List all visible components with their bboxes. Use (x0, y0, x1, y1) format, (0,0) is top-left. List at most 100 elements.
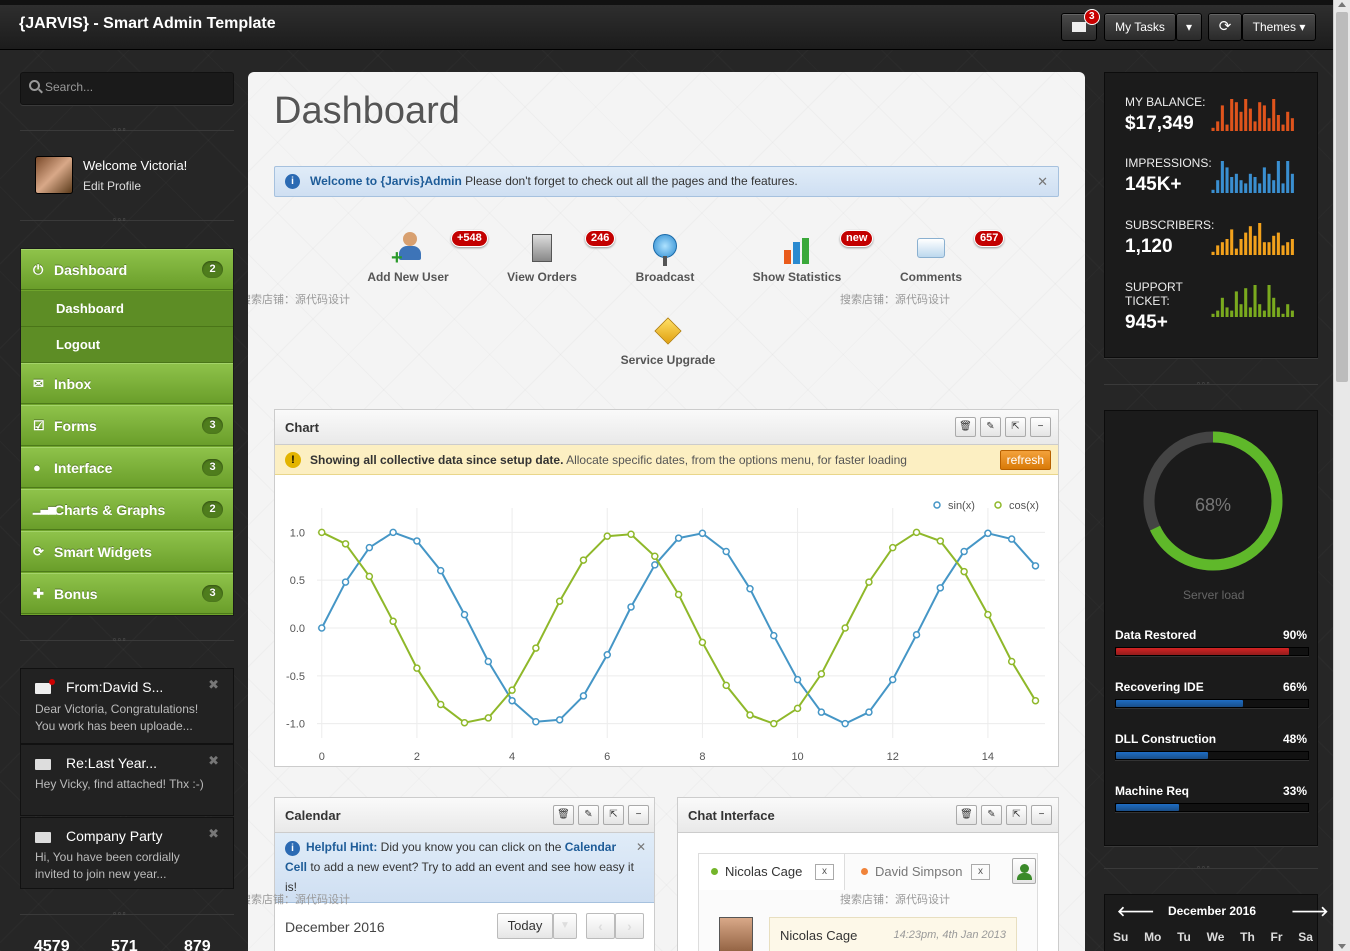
message-subject: Company Party (66, 828, 163, 844)
spark-bar (1276, 307, 1280, 317)
delete-icon[interactable]: 🗑 (955, 417, 976, 437)
weekday: Sa (1298, 930, 1313, 944)
close-icon[interactable]: ✖ (208, 753, 219, 768)
sparkline-impressions (1211, 161, 1294, 193)
sidebar-item-dashboard[interactable]: ⏻ Dashboard 2 (21, 249, 233, 290)
scroll-down-icon[interactable] (1338, 944, 1346, 949)
sidebar-item-charts[interactable]: ▁▃▅ Charts & Graphs 2 (21, 489, 233, 530)
welcome-alert: i Welcome to {Jarvis}Admin Please don't … (274, 166, 1059, 197)
cos-point (746, 711, 754, 719)
sin-point (318, 624, 326, 632)
sparkline-support (1211, 285, 1294, 317)
my-tasks-button[interactable]: My Tasks (1104, 13, 1176, 41)
collapse-icon[interactable]: − (1030, 417, 1051, 437)
arrow-right-icon[interactable]: 🡒 (1291, 903, 1329, 919)
spark-bar (1290, 118, 1294, 131)
subnav-dashboard[interactable]: Dashboard (21, 291, 233, 327)
alert-strong: Welcome to {Jarvis}Admin (310, 174, 462, 188)
spark-bar (1230, 229, 1234, 255)
progress-label: Data Restored (1115, 628, 1197, 642)
sidebar-nav: ⏻ Dashboard 2 Dashboard Logout ✉ Inbox ☑… (20, 248, 234, 616)
sparkline-subscribers (1211, 223, 1294, 255)
shortcut-add-new-user[interactable]: + +548 Add New User (353, 230, 488, 284)
fullscreen-icon[interactable]: ⇱ (1006, 805, 1027, 825)
search-box[interactable] (20, 72, 234, 105)
user-icon (1020, 864, 1029, 873)
x-tick-label: 2 (414, 751, 420, 763)
search-input[interactable] (45, 80, 225, 94)
page-title: Dashboard (274, 90, 460, 132)
tasks-dropdown-button[interactable]: ▾ (1176, 13, 1202, 41)
sin-point (770, 631, 778, 640)
close-icon[interactable]: x (971, 864, 990, 880)
caret-down-icon[interactable]: ▼ (553, 913, 577, 939)
welcome-text: Welcome Victoria! (83, 158, 188, 173)
stat-value: 145K+ (1125, 174, 1182, 195)
sin-point (555, 716, 564, 724)
spark-bar (1267, 242, 1271, 255)
cos-point (341, 540, 350, 548)
collapse-icon[interactable]: − (628, 805, 649, 825)
edit-profile-link[interactable]: Edit Profile (83, 179, 142, 193)
close-icon[interactable]: ✕ (635, 840, 646, 854)
sidebar-item-interface[interactable]: ● Interface 3 (21, 447, 233, 488)
chat-tab-david[interactable]: David Simpson x (849, 854, 999, 890)
add-user-button[interactable] (1012, 858, 1036, 884)
message-item[interactable]: Company Party Hi, You have been cordiall… (20, 817, 234, 889)
fullscreen-icon[interactable]: ⇱ (1005, 417, 1026, 437)
shortcut-service-upgrade[interactable]: Service Upgrade (613, 315, 723, 367)
delete-icon[interactable]: 🗑 (553, 805, 574, 825)
x-tick-label: 12 (887, 751, 899, 763)
today-button[interactable]: Today (497, 913, 553, 939)
legend-marker (994, 501, 1002, 509)
message-item[interactable]: From:David S... Dear Victoria, Congratul… (20, 668, 234, 744)
cos-point (793, 704, 802, 713)
refresh-button[interactable]: refresh (999, 450, 1051, 470)
sidebar-item-smart-widgets[interactable]: ⟳ Smart Widgets (21, 531, 233, 572)
arrow-left-icon[interactable]: 🡐 (1117, 903, 1155, 919)
chart-grid (317, 508, 1045, 738)
sidebar-item-inbox[interactable]: ✉ Inbox (21, 363, 233, 404)
sidebar-item-forms[interactable]: ☑ Forms 3 (21, 405, 233, 446)
edit-icon[interactable]: ✎ (578, 805, 599, 825)
sin-point (746, 585, 754, 593)
mail-button[interactable]: 3 (1061, 9, 1100, 41)
shortcut-badge: new (840, 230, 874, 247)
chat-tab-nicolas[interactable]: Nicolas Cage x (699, 854, 845, 890)
progress-bar (1115, 647, 1309, 656)
scroll-up-icon[interactable] (1338, 2, 1346, 7)
fullscreen-icon[interactable]: ⇱ (603, 805, 624, 825)
scrollbar-thumb[interactable] (1336, 12, 1348, 382)
shortcut-show-statistics[interactable]: new Show Statistics (742, 230, 874, 284)
message-item[interactable]: Re:Last Year... Hey Vicky, find attached… (20, 744, 234, 816)
hint-alert: i Helpful Hint: Did you know you can clic… (275, 833, 654, 903)
shortcut-broadcast[interactable]: Broadcast (610, 232, 720, 284)
sin-point (984, 529, 992, 538)
close-icon[interactable]: ✕ (1037, 174, 1048, 189)
nav-count-badge: 3 (202, 459, 223, 476)
chevron-left-icon[interactable]: ‹ (586, 913, 615, 939)
delete-icon[interactable]: 🗑 (956, 805, 977, 825)
page-scrollbar[interactable] (1333, 0, 1350, 951)
spark-bar (1276, 115, 1280, 131)
shortcut-comments[interactable]: 657 Comments (876, 230, 1005, 284)
close-icon[interactable]: ✖ (208, 677, 219, 692)
collapse-icon[interactable]: − (1031, 805, 1052, 825)
sin-point (722, 547, 730, 556)
shortcut-view-orders[interactable]: 246 View Orders (487, 230, 616, 284)
spark-bar (1253, 285, 1257, 317)
close-icon[interactable]: ✖ (208, 826, 219, 841)
sidebar-item-bonus[interactable]: ✚ Bonus 3 (21, 573, 233, 614)
close-icon[interactable]: x (815, 864, 834, 880)
edit-icon[interactable]: ✎ (980, 417, 1001, 437)
subnav-logout[interactable]: Logout (21, 327, 233, 363)
themes-button[interactable]: Themes ▾ (1242, 13, 1316, 41)
spark-bar (1244, 232, 1248, 255)
chevron-right-icon[interactable]: › (615, 913, 644, 939)
edit-icon[interactable]: ✎ (981, 805, 1002, 825)
progress-label: Machine Req (1115, 784, 1190, 798)
avatar[interactable] (35, 156, 73, 194)
stat-value: 945+ (1125, 312, 1168, 333)
refresh-button[interactable]: ⟳ (1208, 13, 1242, 41)
add-user-icon: + +548 (391, 230, 488, 268)
